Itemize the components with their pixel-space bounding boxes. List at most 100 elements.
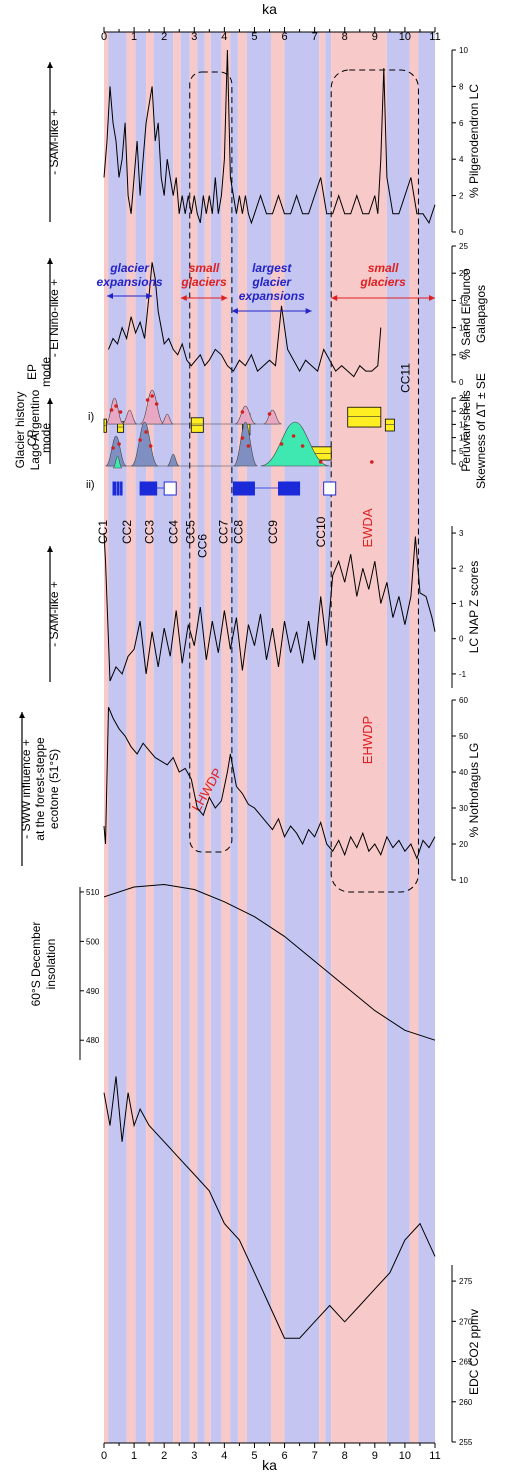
x-tick-label: 11 xyxy=(429,31,440,43)
range-arrow-head xyxy=(146,293,153,299)
left-axis-title: - SWW influence + xyxy=(19,739,33,839)
x-tick-label: 6 xyxy=(281,31,287,43)
band-blue xyxy=(153,32,174,1443)
y-tick-label: 5 xyxy=(459,447,464,456)
glacier-date-marker xyxy=(150,394,154,398)
glacier-date-marker xyxy=(370,460,374,464)
glacier-box xyxy=(163,481,177,496)
range-arrow-head xyxy=(305,308,312,314)
ep-mode-label: EP xyxy=(25,364,39,380)
glacier-range-label: expansions xyxy=(97,275,163,289)
y-tick-label: -1 xyxy=(459,670,467,679)
glacier-range-label: largest xyxy=(252,261,292,275)
y-tick-label: 255 xyxy=(459,1438,473,1447)
y-tick-label: 20 xyxy=(459,840,468,849)
band-pink xyxy=(104,32,109,1443)
arrow-head xyxy=(47,398,53,404)
co2-axis-title: EDC CO2 ppmv xyxy=(467,1309,481,1395)
band-pink xyxy=(271,32,285,1443)
cc-label: CC6 xyxy=(195,534,209,558)
x-tick-label: 1 xyxy=(131,1450,137,1462)
glacier-peak-pink xyxy=(121,409,138,425)
range-arrow-head xyxy=(180,295,187,301)
y-axis-title: LC NAP Z scores xyxy=(467,561,481,653)
band-blue xyxy=(108,32,127,1443)
glacier-date-marker xyxy=(154,402,159,406)
cc-label: CC10 xyxy=(314,516,328,547)
glacier-date-marker xyxy=(117,442,121,446)
y-tick-label: 0 xyxy=(459,460,464,469)
glacier-peak-pink xyxy=(105,397,124,425)
cc-label: CC1 xyxy=(96,520,110,544)
cc-label: CC9 xyxy=(266,520,280,544)
range-arrow-head xyxy=(221,295,228,301)
x-axis-label: ka xyxy=(262,1457,277,1473)
x-tick-label: 3 xyxy=(191,31,197,43)
glacier-history-panel: Glacier history Lago Argentino i) ii) glacie… xyxy=(13,261,435,496)
x-tick-label: 6 xyxy=(281,1450,287,1462)
cc-label: CC7 xyxy=(216,520,230,544)
band-pink xyxy=(221,32,231,1443)
cc-label: CC4 xyxy=(167,520,181,544)
pilgerodendron-line xyxy=(103,49,436,225)
band-blue xyxy=(230,32,238,1443)
ehwdp-label: EHWDP xyxy=(360,716,375,764)
band-pink xyxy=(331,32,387,1443)
row-ii-label: ii) xyxy=(86,479,95,491)
y-tick-label: 500 xyxy=(86,937,100,946)
y-tick-label: 8 xyxy=(459,82,464,91)
x-axes: 0 1 2 3 4 5 6 7 8 9 10 11 ka 0 1 2 3 4 5 6 7 8 9 10 11 ka xyxy=(101,1,441,1473)
y-axis-title: % Pilgerodendron LC xyxy=(467,84,481,198)
y-tick-label: 3 xyxy=(459,529,464,538)
x-axis-label: ka xyxy=(262,1,277,17)
arrow-head xyxy=(47,62,53,68)
band-pink xyxy=(237,32,247,1443)
lcnap-line xyxy=(103,532,436,682)
band-pink xyxy=(173,32,181,1443)
glacier-date-marker xyxy=(144,430,148,434)
y-tick-label: 2 xyxy=(459,564,464,573)
y-tick-label: 480 xyxy=(86,1036,100,1045)
cp-mode-label: CP xyxy=(25,430,39,447)
glacier-peak-blue xyxy=(130,421,159,467)
band-blue xyxy=(284,32,320,1443)
y-axis-title: % Nothofagus LG xyxy=(467,743,481,838)
glacier-peak-pink xyxy=(234,405,257,425)
dashed-windows xyxy=(189,69,419,893)
y-tick-label: 510 xyxy=(86,888,100,897)
glacier-range-label: expansions xyxy=(239,289,305,303)
cc-label: CC8 xyxy=(231,520,245,544)
left-axis-title: - El Niño-like + xyxy=(47,279,61,357)
y-tick-label: 265 xyxy=(459,1358,473,1367)
ep-mode-label: mode xyxy=(39,357,53,387)
glacier-box xyxy=(112,481,117,496)
x-tick-label: 10 xyxy=(399,31,411,43)
y-tick-label: 25 xyxy=(459,242,468,251)
range-arrow-head xyxy=(331,295,338,301)
glacier-date-marker xyxy=(145,398,150,402)
nothofagus-line xyxy=(103,707,436,860)
x-tick-label: 3 xyxy=(191,1450,197,1462)
row-i-label: i) xyxy=(88,411,94,423)
y-tick-label: 0 xyxy=(459,378,464,387)
background-bands xyxy=(104,32,435,1443)
band-pink xyxy=(204,32,211,1443)
glacier-date-marker xyxy=(300,444,305,448)
glacier-range-label: glaciers xyxy=(180,275,227,289)
glacier-box xyxy=(323,481,337,496)
x-tick-label: 2 xyxy=(161,31,167,43)
glacier-date-marker xyxy=(111,446,115,450)
dashed-window-ehwdp xyxy=(330,69,419,893)
x-tick-label: 4 xyxy=(221,1450,227,1462)
ewda-label: EWDA xyxy=(360,508,375,547)
skewness-box xyxy=(190,417,204,433)
band-blue xyxy=(210,32,222,1443)
band-pink xyxy=(126,32,136,1443)
glacier-title: Glacier history xyxy=(13,392,27,469)
cc-label: CC5 xyxy=(183,520,197,544)
x-tick-label: 9 xyxy=(372,1450,378,1462)
cc11-label: CC11 xyxy=(398,363,412,393)
band-blue xyxy=(135,32,147,1443)
glacier-range-label: small xyxy=(368,261,399,275)
y-tick-label: 2 xyxy=(459,192,464,201)
